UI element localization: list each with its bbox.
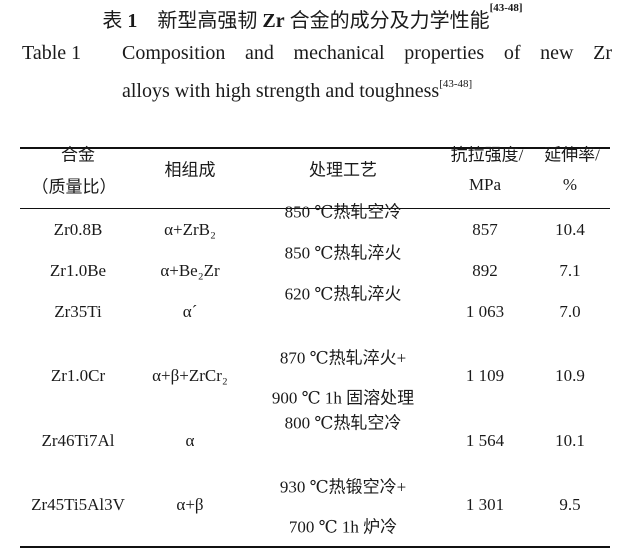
table-header-rule bbox=[20, 208, 610, 209]
cell-process-line: 700 ℃ 1h 炉冷 bbox=[288, 517, 398, 537]
cell-alloy: Zr35Ti bbox=[54, 302, 102, 321]
caption-zh-title-bold: Zr bbox=[262, 10, 285, 32]
header-alloy-1: 合金 bbox=[61, 145, 95, 165]
cell-phase: α+β+ZrCr₂ bbox=[152, 366, 228, 385]
header-process: 处理工艺 bbox=[309, 160, 377, 180]
cell-process-line: 620 ℃热轧淬火 bbox=[284, 284, 402, 304]
table-bottom-rule bbox=[20, 546, 610, 548]
caption-zh-number: 1 bbox=[127, 10, 138, 32]
cell-process-line: 850 ℃热轧淬火 bbox=[284, 243, 402, 263]
cell-process-line: 870 ℃热轧淬火+ bbox=[279, 348, 407, 368]
caption-en-line1: Composition and mechanical properties of… bbox=[122, 42, 612, 64]
cell-phase: α bbox=[185, 431, 195, 450]
cell-phase: α+β bbox=[176, 495, 204, 514]
header-strength-1: 抗拉强度/ bbox=[450, 145, 524, 165]
cell-alloy: Zr45Ti5Al3V bbox=[31, 495, 125, 514]
cell-process-line: 900 ℃ 1h 固溶处理 bbox=[271, 388, 415, 408]
cell-strength: 1 564 bbox=[465, 431, 505, 450]
cell-alloy: Zr46Ti7Al bbox=[41, 431, 115, 450]
cell-elongation: 7.1 bbox=[559, 261, 581, 280]
cell-elongation: 10.9 bbox=[555, 366, 585, 385]
cell-elongation: 7.0 bbox=[559, 302, 581, 321]
cell-strength: 1 063 bbox=[465, 302, 505, 321]
header-phase: 相组成 bbox=[164, 160, 216, 180]
cell-strength: 857 bbox=[472, 220, 498, 239]
caption-zh-title-a: 新型高强韧 bbox=[157, 10, 258, 32]
cell-alloy: Zr1.0Cr bbox=[50, 366, 106, 385]
cell-process-line: 800 ℃热轧空冷 bbox=[284, 413, 402, 433]
table-top-rule bbox=[20, 147, 610, 149]
cell-elongation: 10.1 bbox=[555, 431, 585, 450]
caption-en-ref: [43-48] bbox=[439, 78, 473, 90]
cell-strength: 1 109 bbox=[465, 366, 505, 385]
caption-en-line2: alloys with high strength and toughness[… bbox=[122, 78, 473, 103]
header-elongation-2: % bbox=[562, 175, 578, 194]
header-strength-2: MPa bbox=[468, 175, 502, 194]
caption-en-line2-text: alloys with high strength and toughness bbox=[122, 80, 440, 102]
caption-zh-title-b: 合金的成分及力学性能 bbox=[289, 10, 490, 32]
cell-phase: α+ZrB₂ bbox=[164, 220, 216, 239]
cell-elongation: 9.5 bbox=[559, 495, 581, 514]
cell-phase: α´ bbox=[182, 302, 198, 321]
cell-process-line: 850 ℃热轧空冷 bbox=[284, 202, 402, 222]
caption-en-label: Table 1 bbox=[22, 42, 82, 64]
cell-strength: 892 bbox=[472, 261, 498, 280]
caption-zh-ref: [43-48] bbox=[489, 2, 523, 14]
cell-phase: α+Be₂Zr bbox=[160, 261, 220, 280]
caption-zh-prefix: 表 bbox=[102, 10, 123, 32]
header-elongation-1: 延伸率/ bbox=[544, 145, 600, 165]
cell-elongation: 10.4 bbox=[555, 220, 585, 239]
cell-alloy: Zr1.0Be bbox=[49, 261, 107, 280]
cell-strength: 1 301 bbox=[465, 495, 505, 514]
header-alloy-2: （质量比） bbox=[31, 177, 117, 197]
caption-zh: 表 1 新型高强韧 Zr 合金的成分及力学性能[43-48] bbox=[0, 2, 625, 33]
cell-process-line: 930 ℃热锻空冷+ bbox=[279, 477, 407, 497]
cell-alloy: Zr0.8B bbox=[53, 220, 103, 239]
